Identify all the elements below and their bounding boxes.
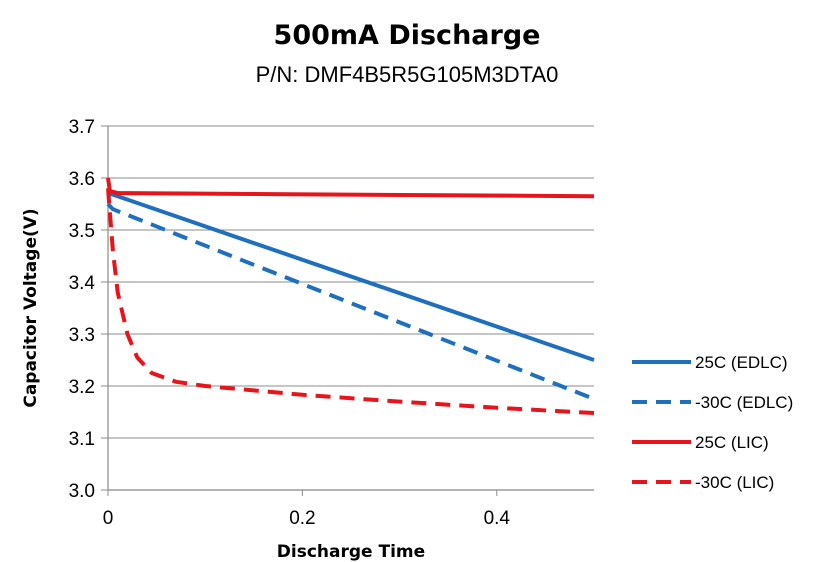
y-tick-label: 3.3: [69, 325, 95, 346]
gridlines: [101, 125, 594, 496]
series-line-4: [106, 188, 595, 415]
legend-label: -30C (EDLC): [695, 393, 793, 412]
series-line-1: [107, 191, 595, 362]
y-tick-label: 3.4: [69, 273, 96, 294]
x-tick-label: 0.4: [484, 508, 511, 529]
y-tick-label: 3.1: [69, 429, 95, 450]
y-tick-label: 3.6: [69, 169, 95, 190]
legend-label: 25C (LIC): [695, 433, 769, 452]
y-tick-label: 3.5: [69, 221, 95, 242]
x-tick-labels: 0 0.2 0.4: [103, 508, 511, 529]
legend-label: 25C (EDLC): [695, 353, 788, 372]
series-line-3: [106, 177, 595, 199]
y-tick-labels: 3.0 3.1 3.2 3.3 3.4 3.5 3.6 3.7: [69, 117, 96, 502]
x-tick-label: 0: [103, 508, 114, 529]
legend-label: -30C (LIC): [695, 473, 774, 492]
y-tick-label: 3.7: [69, 117, 95, 138]
chart-subtitle: P/N: DMF4B5R5G105M3DTA0: [255, 62, 559, 87]
chart-title: 500mA Discharge: [273, 20, 541, 51]
x-axis-title: Discharge Time: [277, 542, 425, 562]
y-tick-label: 3.2: [69, 377, 95, 398]
y-axis-title: Capacitor Voltage(V): [21, 208, 41, 407]
x-tick-label: 0.2: [289, 508, 315, 529]
legend: 25C (EDLC) -30C (EDLC) 25C (LIC) -30C (LIC): [632, 353, 793, 492]
y-tick-label: 3.0: [69, 481, 95, 502]
series-lines: [106, 177, 595, 415]
series-line-2: [106, 202, 595, 401]
